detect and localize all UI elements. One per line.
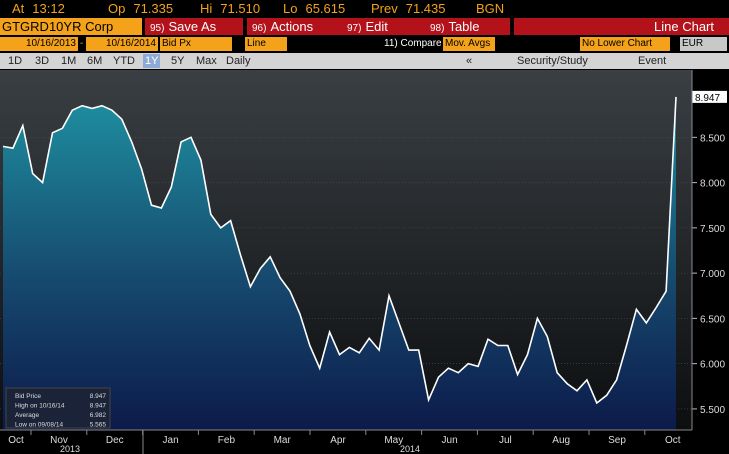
action-label: Edit	[365, 19, 388, 34]
legend-label: Average	[15, 412, 39, 419]
action-label: Table	[448, 19, 480, 34]
legend-label: Low on 09/08/14	[15, 422, 63, 429]
legend-label: High on 10/16/14	[15, 403, 65, 410]
action-number: 97)	[347, 23, 362, 34]
frequency-select[interactable]: Daily	[226, 55, 251, 67]
period-button[interactable]: 5Y	[171, 55, 185, 67]
quote-label: Prev	[371, 1, 398, 16]
x-tick-label: Oct	[8, 435, 24, 446]
settings-bar: 10/16/2013-10/16/2014 Bid Px Line 11) Compa…	[0, 37, 729, 52]
legend-value: 8.947	[90, 403, 107, 410]
lower-chart-select[interactable]: No Lower Chart	[580, 37, 670, 51]
quote-label: Lo	[283, 1, 298, 16]
toolbar: GTGRD10YR Corp 95) Save As 96) Actions 97) Edi…	[0, 18, 729, 36]
action-button[interactable]: 97) Edit	[342, 18, 440, 35]
quote-bar: At 13:12 Op 71.335 Hi 71.510 Lo 65.615 Prev 71.43…	[0, 0, 729, 18]
period-button[interactable]: YTD	[113, 55, 135, 67]
period-button[interactable]: 6M	[87, 55, 103, 67]
x-tick-label: Oct	[665, 435, 681, 446]
action-label: Save As	[168, 19, 217, 34]
year-label: 2013	[60, 444, 80, 454]
x-tick-label: Nov	[50, 435, 68, 446]
x-tick-label: Aug	[552, 435, 570, 446]
legend-value: 6.982	[90, 412, 107, 419]
quote-label: Hi	[200, 1, 213, 16]
quote-label: Op	[108, 1, 126, 16]
action-number: 98)	[430, 23, 445, 34]
legend-value: 8.947	[90, 393, 107, 400]
y-tick-label: 8.500	[700, 133, 725, 144]
y-tick-label: 7.000	[700, 269, 725, 280]
y-tick-label: 6.500	[700, 314, 725, 325]
y-tick-label: 6.000	[700, 360, 725, 371]
year-label: 2014	[400, 444, 420, 454]
quote-label: BGN	[476, 1, 505, 16]
action-number: 95)	[150, 23, 165, 34]
action-button[interactable]: 98) Table	[425, 18, 510, 35]
tool-button[interactable]: Event	[638, 55, 667, 67]
last-value-box	[692, 90, 727, 103]
y-tick-label: 5.500	[700, 405, 725, 416]
period-button[interactable]: 1D	[8, 55, 23, 67]
quote-value: 65.615	[305, 1, 346, 16]
legend-label: Bid Price	[15, 393, 41, 400]
x-tick-label: Jun	[442, 435, 458, 446]
quote-value: 13:12	[32, 1, 65, 16]
y-tick-label: 7.500	[700, 224, 725, 235]
period-button[interactable]: Max	[196, 55, 217, 67]
action-number: 96)	[252, 23, 267, 34]
price-line	[2, 96, 677, 405]
x-tick-label: Apr	[330, 435, 346, 446]
range-bar: 1D 3D 1M 6M YTD 1Y 5Y Max Daily « Security/Study Ev…	[0, 53, 729, 69]
start-date[interactable]: 10/16/2013	[0, 37, 78, 51]
period-button[interactable]: 1M	[61, 55, 77, 67]
legend-box	[5, 387, 111, 429]
chart: 5.500 6.000 6.500 7.000 7.500 8.000 8.500 8.947…	[0, 70, 727, 454]
x-tick-label: May	[384, 435, 403, 446]
style-select[interactable]: Line	[245, 37, 287, 51]
compare-button[interactable]: 11) Compare	[384, 38, 442, 49]
x-tick-label: Jul	[499, 435, 512, 446]
action-button[interactable]: 96) Actions	[247, 18, 342, 35]
x-tick-label: Feb	[218, 435, 236, 446]
date-separator: -	[80, 38, 84, 49]
last-value-label: 8.947	[695, 93, 720, 104]
quote-label: At	[12, 1, 25, 16]
currency-select[interactable]: EUR	[680, 37, 727, 51]
x-tick-label: Jan	[163, 435, 179, 446]
period-button[interactable]: 3D	[35, 55, 50, 67]
tool-button[interactable]: Security/Study	[517, 55, 588, 67]
quote-value: 71.510	[220, 1, 261, 16]
period-button[interactable]: 1Y	[143, 54, 161, 68]
view-name: Line Chart	[514, 18, 729, 35]
x-tick-label: Mar	[274, 435, 292, 446]
x-tick-label: Sep	[608, 435, 626, 446]
security-field[interactable]: GTGRD10YR Corp	[0, 18, 142, 35]
x-tick-label: Dec	[106, 435, 124, 446]
mov-avgs-button[interactable]: Mov. Avgs	[443, 37, 495, 51]
legend-value: 5.565	[90, 422, 107, 429]
field-select[interactable]: Bid Px	[160, 37, 232, 51]
end-date[interactable]: 10/16/2014	[86, 37, 158, 51]
action-button[interactable]: 95) Save As	[145, 18, 243, 35]
collapse-button[interactable]: «	[466, 55, 473, 67]
quote-value: 71.335	[133, 1, 174, 16]
quote-value: 71.435	[405, 1, 446, 16]
action-label: Actions	[270, 19, 314, 34]
y-tick-label: 8.000	[700, 179, 725, 190]
